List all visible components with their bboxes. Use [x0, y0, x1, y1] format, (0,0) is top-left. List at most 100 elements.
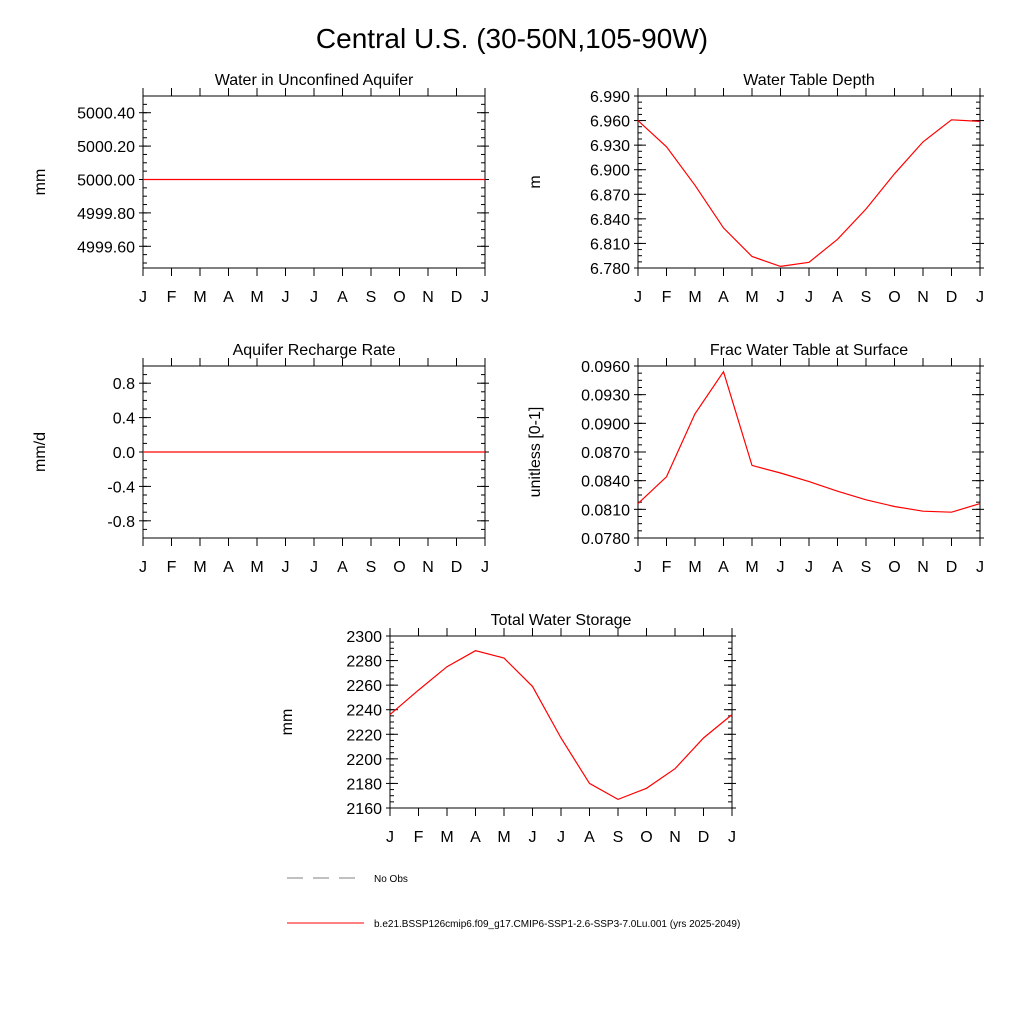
y-tick-label: 2220 [346, 727, 382, 744]
y-tick-label: 6.840 [590, 212, 630, 229]
series-line [390, 651, 732, 800]
x-tick-label: M [688, 559, 701, 576]
x-tick-label: J [728, 829, 736, 846]
y-tick-label: 6.930 [590, 138, 630, 155]
x-tick-label: M [745, 559, 758, 576]
y-tick-label: 6.990 [590, 89, 630, 106]
y-tick-label: 5000.40 [77, 106, 135, 123]
x-tick-label: A [337, 289, 348, 306]
x-tick-label: J [310, 289, 318, 306]
x-tick-label: D [451, 289, 463, 306]
x-tick-label: J [310, 559, 318, 576]
chart-recharge: Aquifer Recharge Ratemm/d-0.8-0.40.00.40… [32, 342, 489, 576]
x-tick-label: J [805, 559, 813, 576]
y-tick-label: 0.0 [113, 445, 135, 462]
x-tick-label: A [832, 559, 843, 576]
chart-title: Aquifer Recharge Rate [233, 342, 396, 359]
y-tick-label: 0.0840 [581, 474, 630, 491]
x-tick-label: D [451, 559, 463, 576]
x-tick-label: J [976, 289, 984, 306]
chart-tws: Total Water Storage mm 2160 2180 2200 2220 224… [279, 612, 736, 846]
y-tick-label: 4999.60 [77, 239, 135, 256]
chart-wtd: Water Table Depthm6.7806.8106.8406.8706.… [527, 72, 984, 306]
y-tick-label: 2180 [346, 776, 382, 793]
y-tick-label: 5000.00 [77, 172, 135, 189]
panels: Water in Unconfined Aquifer mm 4999.60 4999… [32, 72, 984, 846]
x-tick-label: M [250, 559, 263, 576]
legend-label-no-obs: No Obs [374, 874, 408, 885]
y-tick-label: 0.0780 [581, 531, 630, 548]
x-tick-label: S [861, 559, 872, 576]
x-tick-label: J [777, 289, 785, 306]
y-tick-label: 2240 [346, 703, 382, 720]
series-line [638, 372, 980, 513]
series-line [638, 120, 980, 267]
x-tick-label: O [888, 559, 900, 576]
x-tick-label: D [698, 829, 710, 846]
y-tick-label: 0.0870 [581, 445, 630, 462]
plot-frame [390, 636, 732, 808]
x-tick-label: M [250, 289, 263, 306]
chart-unconfined: Water in Unconfined Aquifer mm 4999.60 4999… [32, 72, 489, 306]
x-tick-label: J [282, 289, 290, 306]
y-axis-label: m [527, 175, 544, 188]
x-tick-label: O [393, 289, 405, 306]
x-tick-label: J [777, 559, 785, 576]
y-tick-label: 2300 [346, 629, 382, 646]
x-tick-label: F [662, 289, 672, 306]
x-tick-label: J [282, 559, 290, 576]
x-tick-label: A [584, 829, 595, 846]
x-tick-label: J [805, 289, 813, 306]
x-tick-label: N [669, 829, 681, 846]
y-tick-label: -0.8 [107, 514, 135, 531]
y-tick-label: 5000.20 [77, 139, 135, 156]
y-tick-label: 0.0960 [581, 359, 630, 376]
y-tick-label: 0.0930 [581, 388, 630, 405]
chart-title: Total Water Storage [491, 612, 632, 629]
x-tick-label: A [718, 559, 729, 576]
x-tick-label: F [167, 559, 177, 576]
x-tick-label: J [634, 559, 642, 576]
chart-fracwt: Frac Water Table at Surface unitless [0-1… [527, 342, 984, 576]
y-tick-label: 2200 [346, 752, 382, 769]
y-tick-label: 6.810 [590, 236, 630, 253]
x-tick-label: J [481, 289, 489, 306]
x-tick-label: J [386, 829, 394, 846]
x-tick-label: J [557, 829, 565, 846]
chart-title: Water in Unconfined Aquifer [215, 72, 414, 89]
y-tick-label: -0.4 [107, 479, 135, 496]
y-tick-label: 0.0900 [581, 416, 630, 433]
x-tick-label: F [414, 829, 424, 846]
x-tick-label: J [481, 559, 489, 576]
legend: No Obs b.e21.BSSP126cmip6.f09_g17.CMIP6-… [287, 874, 740, 930]
y-axis-label: mm [32, 169, 49, 196]
y-tick-label: 6.870 [590, 187, 630, 204]
x-tick-label: A [718, 289, 729, 306]
chart-title: Frac Water Table at Surface [710, 342, 908, 359]
y-axis-label: mm [279, 709, 296, 736]
y-tick-label: 0.8 [113, 376, 135, 393]
x-tick-label: N [422, 289, 434, 306]
x-tick-label: A [223, 289, 234, 306]
x-tick-label: S [366, 289, 377, 306]
y-tick-label: 0.0810 [581, 502, 630, 519]
x-tick-label: A [470, 829, 481, 846]
x-tick-label: J [634, 289, 642, 306]
x-tick-label: J [139, 559, 147, 576]
chart-title: Water Table Depth [743, 72, 875, 89]
x-tick-label: M [745, 289, 758, 306]
y-tick-label: 0.4 [113, 411, 135, 428]
y-tick-label: 2160 [346, 801, 382, 818]
x-tick-label: F [167, 289, 177, 306]
y-tick-label: 4999.80 [77, 206, 135, 223]
x-tick-label: M [688, 289, 701, 306]
x-tick-label: S [861, 289, 872, 306]
x-tick-label: J [976, 559, 984, 576]
x-tick-label: S [366, 559, 377, 576]
x-tick-label: J [139, 289, 147, 306]
x-tick-label: A [832, 289, 843, 306]
y-axis-label: unitless [0-1] [527, 407, 544, 498]
x-tick-label: M [497, 829, 510, 846]
